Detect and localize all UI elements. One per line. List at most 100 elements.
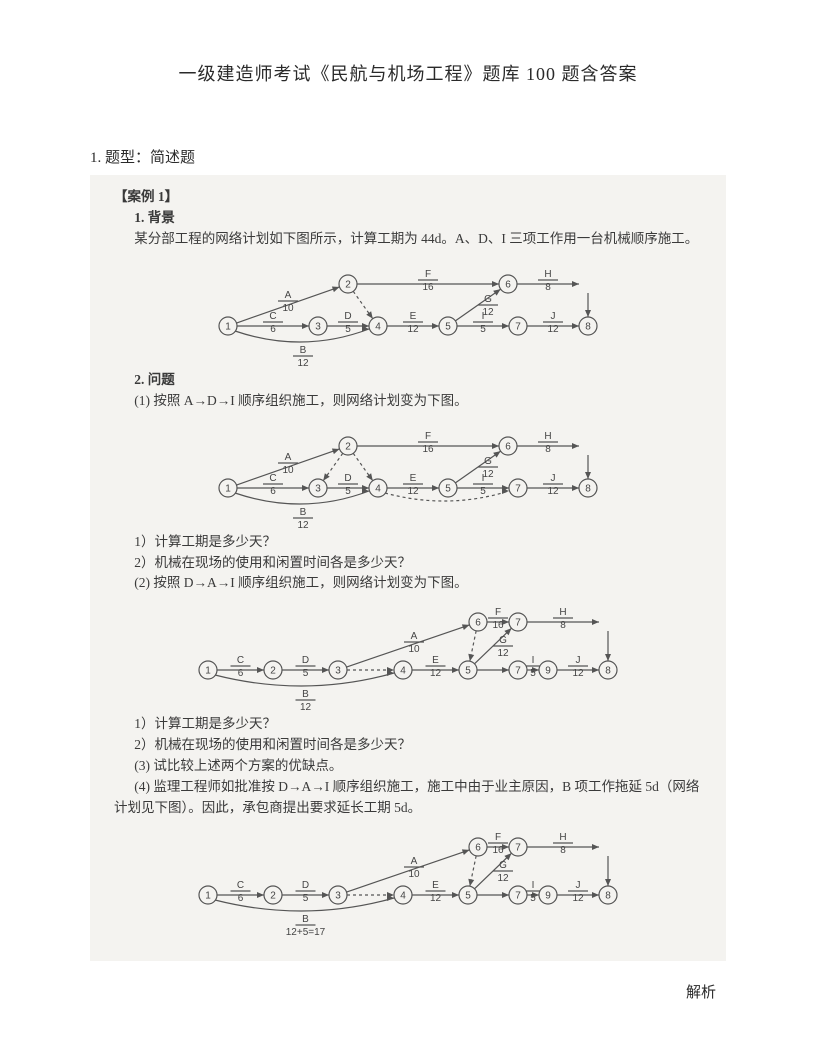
- network-diagram-3: C6D5B12A10E12F16G12I5H8J121234567987: [178, 600, 638, 710]
- svg-text:12: 12: [572, 668, 584, 679]
- svg-text:7: 7: [515, 618, 521, 629]
- svg-text:12: 12: [407, 486, 419, 497]
- svg-text:G: G: [484, 294, 492, 305]
- svg-text:5: 5: [480, 486, 486, 497]
- svg-text:10: 10: [408, 869, 420, 880]
- svg-text:16: 16: [422, 444, 434, 455]
- svg-text:5: 5: [345, 324, 351, 335]
- svg-text:6: 6: [505, 441, 511, 452]
- svg-text:8: 8: [560, 620, 566, 631]
- svg-text:D: D: [344, 311, 351, 322]
- svg-text:I: I: [532, 880, 535, 891]
- svg-text:6: 6: [270, 486, 276, 497]
- svg-text:16: 16: [422, 282, 434, 293]
- svg-text:1: 1: [205, 890, 211, 901]
- svg-text:7: 7: [515, 483, 521, 494]
- svg-text:16: 16: [492, 845, 504, 856]
- svg-text:D: D: [302, 655, 309, 666]
- svg-text:1: 1: [225, 483, 231, 494]
- svg-text:H: H: [544, 269, 551, 280]
- svg-text:12: 12: [572, 893, 584, 904]
- svg-text:7: 7: [515, 666, 521, 677]
- svg-text:H: H: [544, 431, 551, 442]
- svg-text:12+5=17: 12+5=17: [286, 927, 326, 938]
- case-header: 【案例 1】: [114, 187, 702, 208]
- svg-text:12: 12: [297, 358, 309, 366]
- svg-text:5: 5: [465, 666, 471, 677]
- svg-text:I: I: [482, 311, 485, 322]
- svg-text:G: G: [484, 456, 492, 467]
- svg-text:C: C: [237, 655, 244, 666]
- svg-text:6: 6: [238, 893, 244, 904]
- svg-text:F: F: [425, 269, 431, 280]
- svg-text:5: 5: [530, 893, 536, 904]
- q2-sub2: 2）机械在现场的使用和闲置时间各是多少天？: [114, 735, 702, 756]
- svg-text:6: 6: [505, 279, 511, 290]
- scanned-content: 【案例 1】 1. 背景 某分部工程的网络计划如下图所示，计算工期为 44d。A…: [90, 175, 726, 961]
- svg-text:B: B: [300, 345, 307, 356]
- network-diagram-1: A10C6B12D5E12F16G12I5H8J1212345678: [198, 256, 618, 366]
- svg-text:3: 3: [315, 321, 321, 332]
- q4: (4) 监理工程师如批准按 D→A→I 顺序组织施工，施工中由于业主原因，B 项…: [114, 777, 702, 819]
- svg-text:G: G: [499, 860, 507, 871]
- svg-text:5: 5: [445, 483, 451, 494]
- svg-text:A: A: [411, 856, 418, 867]
- svg-text:8: 8: [545, 444, 551, 455]
- svg-text:J: J: [576, 880, 581, 891]
- svg-text:8: 8: [605, 890, 611, 901]
- svg-text:F: F: [495, 607, 501, 618]
- svg-text:3: 3: [335, 666, 341, 677]
- svg-text:6: 6: [270, 324, 276, 335]
- svg-text:10: 10: [282, 465, 294, 476]
- svg-text:7: 7: [515, 321, 521, 332]
- svg-text:6: 6: [475, 842, 481, 853]
- svg-text:E: E: [410, 311, 417, 322]
- svg-text:4: 4: [400, 890, 406, 901]
- svg-text:8: 8: [605, 666, 611, 677]
- svg-text:5: 5: [445, 321, 451, 332]
- svg-text:12: 12: [497, 648, 509, 659]
- svg-text:12: 12: [497, 873, 509, 884]
- question-type: 1. 题型：简述题: [90, 146, 726, 167]
- svg-text:F: F: [495, 832, 501, 843]
- svg-text:J: J: [576, 655, 581, 666]
- question-header: 2. 问题: [114, 370, 702, 391]
- svg-text:5: 5: [345, 486, 351, 497]
- svg-text:6: 6: [475, 618, 481, 629]
- svg-text:4: 4: [400, 666, 406, 677]
- q1: (1) 按照 A→D→I 顺序组织施工，则网络计划变为下图。: [114, 391, 702, 412]
- svg-text:2: 2: [270, 890, 276, 901]
- svg-text:E: E: [410, 473, 417, 484]
- svg-text:5: 5: [530, 668, 536, 679]
- svg-text:3: 3: [315, 483, 321, 494]
- svg-text:10: 10: [282, 303, 294, 314]
- svg-text:C: C: [269, 311, 276, 322]
- svg-text:5: 5: [480, 324, 486, 335]
- svg-text:12: 12: [407, 324, 419, 335]
- svg-text:5: 5: [465, 890, 471, 901]
- svg-text:4: 4: [375, 321, 381, 332]
- svg-text:B: B: [302, 914, 309, 925]
- svg-text:12: 12: [547, 324, 559, 335]
- svg-text:I: I: [532, 655, 535, 666]
- svg-text:G: G: [499, 635, 507, 646]
- svg-text:2: 2: [345, 441, 351, 452]
- svg-text:8: 8: [585, 483, 591, 494]
- svg-text:J: J: [551, 473, 556, 484]
- svg-text:8: 8: [560, 845, 566, 856]
- answer-label: 解析: [686, 981, 716, 1002]
- svg-text:7: 7: [515, 842, 521, 853]
- svg-text:9: 9: [545, 666, 551, 677]
- q2: (2) 按照 D→A→I 顺序组织施工，则网络计划变为下图。: [114, 573, 702, 594]
- svg-text:6: 6: [238, 668, 244, 679]
- svg-text:F: F: [425, 431, 431, 442]
- svg-text:2: 2: [345, 279, 351, 290]
- svg-text:2: 2: [270, 666, 276, 677]
- svg-text:A: A: [285, 290, 292, 301]
- background-header: 1. 背景: [114, 208, 702, 229]
- svg-text:E: E: [432, 655, 439, 666]
- svg-text:1: 1: [205, 666, 211, 677]
- svg-text:8: 8: [585, 321, 591, 332]
- svg-text:B: B: [302, 689, 309, 700]
- svg-text:12: 12: [297, 520, 309, 528]
